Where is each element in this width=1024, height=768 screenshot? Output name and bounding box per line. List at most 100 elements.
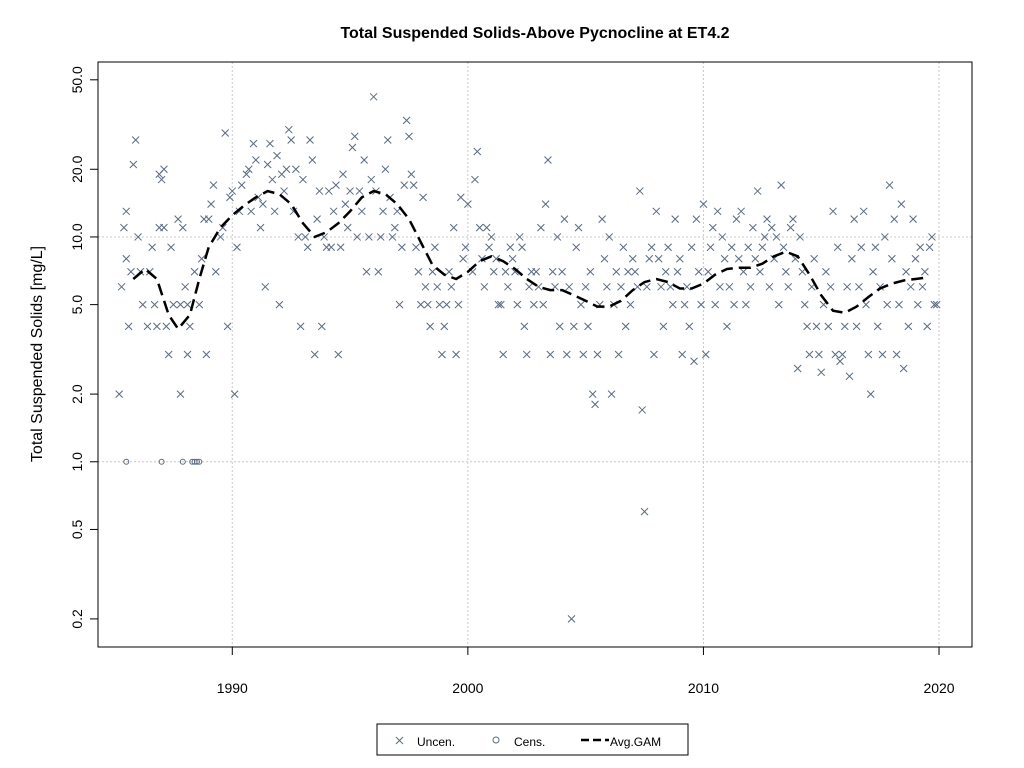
data-point-uncen (435, 300, 444, 309)
data-point-uncen (162, 322, 171, 331)
data-point-uncen (282, 165, 291, 174)
data-point-uncen (369, 92, 378, 101)
data-point-uncen (652, 207, 661, 216)
data-point-uncen (209, 181, 218, 189)
data-point-uncen (617, 282, 625, 291)
data-point-uncen (829, 207, 837, 216)
data-point-uncen (237, 181, 246, 189)
data-point-uncen (928, 233, 936, 241)
data-point-uncen (284, 125, 293, 134)
data-point-uncen (195, 300, 204, 309)
data-point-uncen (129, 160, 138, 169)
data-point-uncen (873, 322, 882, 331)
data-point-uncen (706, 243, 715, 252)
data-point-uncen (619, 243, 628, 252)
data-point-uncen (522, 350, 531, 359)
data-point-uncen (183, 350, 192, 359)
data-point-uncen (482, 223, 491, 232)
data-point-uncen (423, 300, 432, 309)
data-point-uncen (626, 300, 635, 309)
x-tick-label: 1990 (217, 680, 248, 696)
x-tick-label: 2020 (923, 680, 954, 696)
data-point-uncen (845, 372, 854, 381)
data-point-uncen (812, 322, 821, 331)
data-point-uncen (909, 215, 917, 223)
data-point-uncen (859, 207, 868, 216)
data-point-uncen (398, 243, 406, 252)
data-point-uncen (574, 223, 583, 232)
data-point-uncen (407, 170, 416, 179)
data-point-uncen (593, 350, 602, 359)
data-point-uncen (431, 243, 439, 252)
data-point-uncen (866, 390, 875, 398)
data-point-uncen (581, 282, 590, 291)
data-point-uncen (456, 193, 465, 202)
data-point-uncen (508, 254, 517, 263)
data-point-uncen (464, 200, 472, 208)
data-point-uncen (388, 233, 397, 241)
data-point-uncen (251, 156, 260, 164)
data-point-uncen (862, 300, 870, 309)
data-point-uncen (833, 243, 842, 252)
data-point-uncen (560, 215, 569, 223)
data-point-uncen (228, 187, 237, 195)
data-point-uncen (416, 300, 425, 309)
data-point-uncen (233, 243, 241, 252)
uncensored-points (115, 92, 941, 623)
data-point-cens (193, 458, 200, 465)
data-point-uncen (838, 350, 847, 359)
data-point-uncen (299, 175, 307, 184)
data-point-uncen (242, 170, 251, 179)
data-point-uncen (202, 350, 211, 359)
data-point-uncen (520, 322, 529, 331)
data-point-uncen (817, 368, 826, 377)
data-point-uncen (160, 223, 168, 232)
data-point-uncen (513, 300, 522, 309)
grid-lines (98, 62, 972, 647)
data-point-uncen (878, 350, 887, 359)
data-point-uncen (805, 350, 814, 359)
data-point-uncen (685, 322, 694, 331)
data-point-uncen (727, 243, 736, 252)
data-point-uncen (315, 187, 324, 195)
data-point-uncen (600, 254, 609, 263)
data-point-uncen (645, 254, 654, 263)
data-point-uncen (230, 390, 239, 398)
data-point-uncen (671, 215, 680, 223)
data-point-uncen (796, 233, 804, 241)
data-point-uncen (197, 254, 206, 263)
data-point-uncen (704, 267, 713, 276)
data-point-uncen (405, 132, 413, 141)
data-point-uncen (760, 233, 769, 241)
data-point-uncen (303, 243, 312, 252)
data-point-uncen (921, 267, 929, 276)
data-point-uncen (268, 175, 277, 184)
data-point-uncen (412, 243, 420, 252)
data-point-uncen (786, 223, 795, 232)
data-point-uncen (744, 243, 753, 252)
data-point-uncen (570, 322, 578, 331)
data-point-uncen (899, 364, 908, 373)
y-tick-label: 0.2 (69, 609, 85, 629)
data-point-uncen (379, 207, 387, 216)
data-point-uncen (365, 233, 373, 241)
legend: Uncen. Cens. Avg.GAM (376, 723, 689, 756)
data-point-uncen (782, 267, 790, 276)
data-point-uncen (638, 406, 647, 414)
data-point-uncen (749, 223, 757, 232)
y-tick-label: 2.0 (69, 384, 85, 404)
data-point-uncen (826, 282, 835, 291)
data-point-uncen (544, 156, 552, 164)
data-point-uncen (501, 267, 510, 276)
x-tick-label: 2000 (452, 680, 483, 696)
data-point-uncen (357, 207, 366, 216)
data-point-uncen (647, 243, 656, 252)
data-point-uncen (716, 282, 724, 291)
avg-gam-line (132, 189, 928, 331)
y-tick-label: 50.0 (69, 66, 85, 93)
data-point-uncen (273, 151, 281, 160)
y-tick-label: 10.0 (69, 223, 85, 250)
data-point-uncen (190, 267, 199, 276)
data-point-uncen (869, 267, 877, 276)
